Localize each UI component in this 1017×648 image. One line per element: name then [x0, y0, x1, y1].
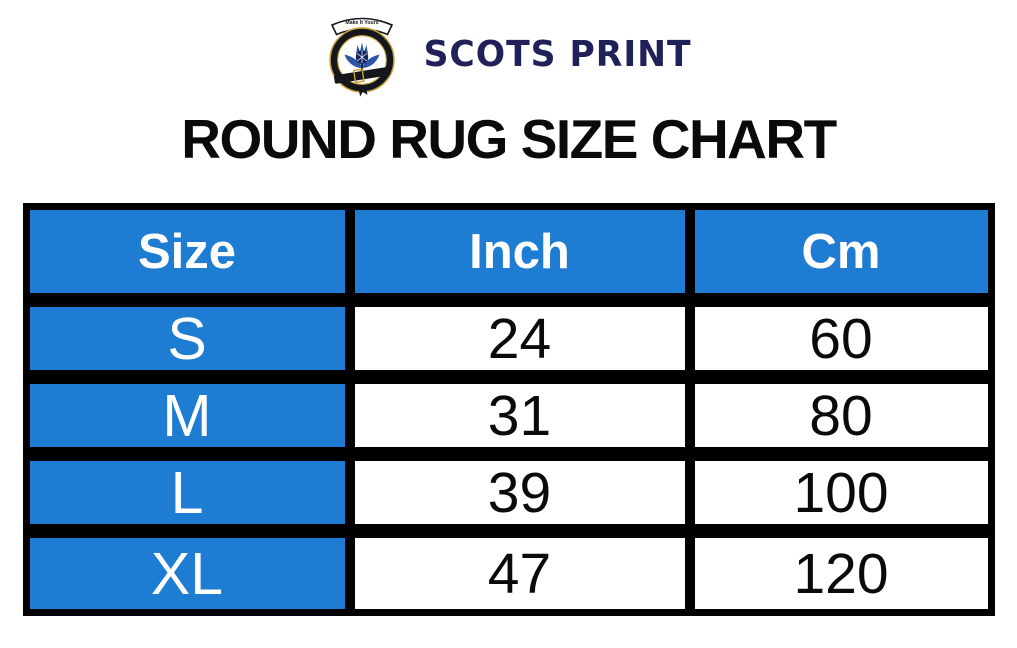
inch-cell-s: 24 [354, 307, 685, 371]
crest-strap-tail [357, 85, 368, 97]
brand-wordmark: SCOTS PRINT [423, 33, 692, 75]
crest-banner-text: Make It Yours [345, 20, 378, 26]
column-header-cm: Cm [694, 210, 988, 293]
column-header-inch: Inch [354, 210, 685, 293]
inch-cell-xl: 47 [354, 538, 685, 609]
inch-cell-m: 31 [354, 384, 685, 448]
clan-crest-logo: Make It Yours [329, 17, 395, 97]
cm-cell-s: 60 [694, 307, 988, 371]
size-cell-m: M [29, 383, 345, 449]
size-chart-table: Size Inch Cm S 24 60 M 31 80 L 39 100 XL… [22, 203, 995, 616]
page-title: ROUND RUG SIZE CHART [181, 108, 837, 170]
cm-cell-xl: 120 [694, 538, 988, 609]
cm-cell-l: 100 [694, 461, 988, 525]
brand-header: Make It Yours [0, 8, 1017, 100]
crest-strap [333, 66, 391, 84]
size-cell-s: S [29, 306, 345, 372]
size-cell-l: L [29, 460, 345, 526]
cm-cell-m: 80 [694, 384, 988, 448]
size-cell-xl: XL [29, 538, 345, 609]
inch-cell-l: 39 [354, 461, 685, 525]
size-chart-page: Make It Yours [0, 8, 1017, 616]
column-header-size: Size [29, 210, 345, 293]
